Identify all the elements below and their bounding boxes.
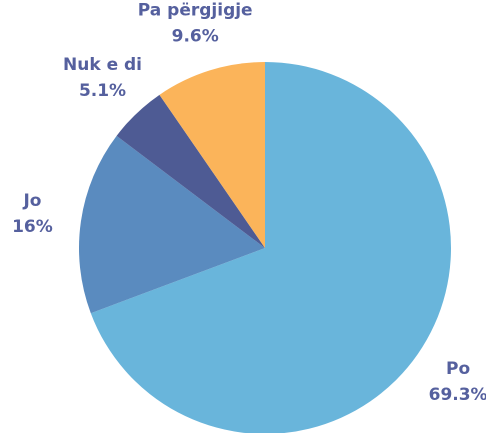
slice-label: Nuk e di — [63, 55, 142, 75]
pie-slice — [79, 135, 266, 314]
pie-slice — [90, 62, 451, 433]
pie-slice — [116, 94, 266, 248]
value-label: 9.6% — [172, 27, 219, 47]
value-label: 69.3% — [429, 385, 486, 405]
value-label: 5.1% — [79, 81, 126, 101]
value-label: 16% — [12, 217, 53, 237]
slice-label: Pa përgjigje — [138, 1, 253, 21]
slice-label: Po — [446, 359, 470, 379]
slice-label: Jo — [22, 191, 41, 211]
pie-slice — [159, 62, 265, 248]
